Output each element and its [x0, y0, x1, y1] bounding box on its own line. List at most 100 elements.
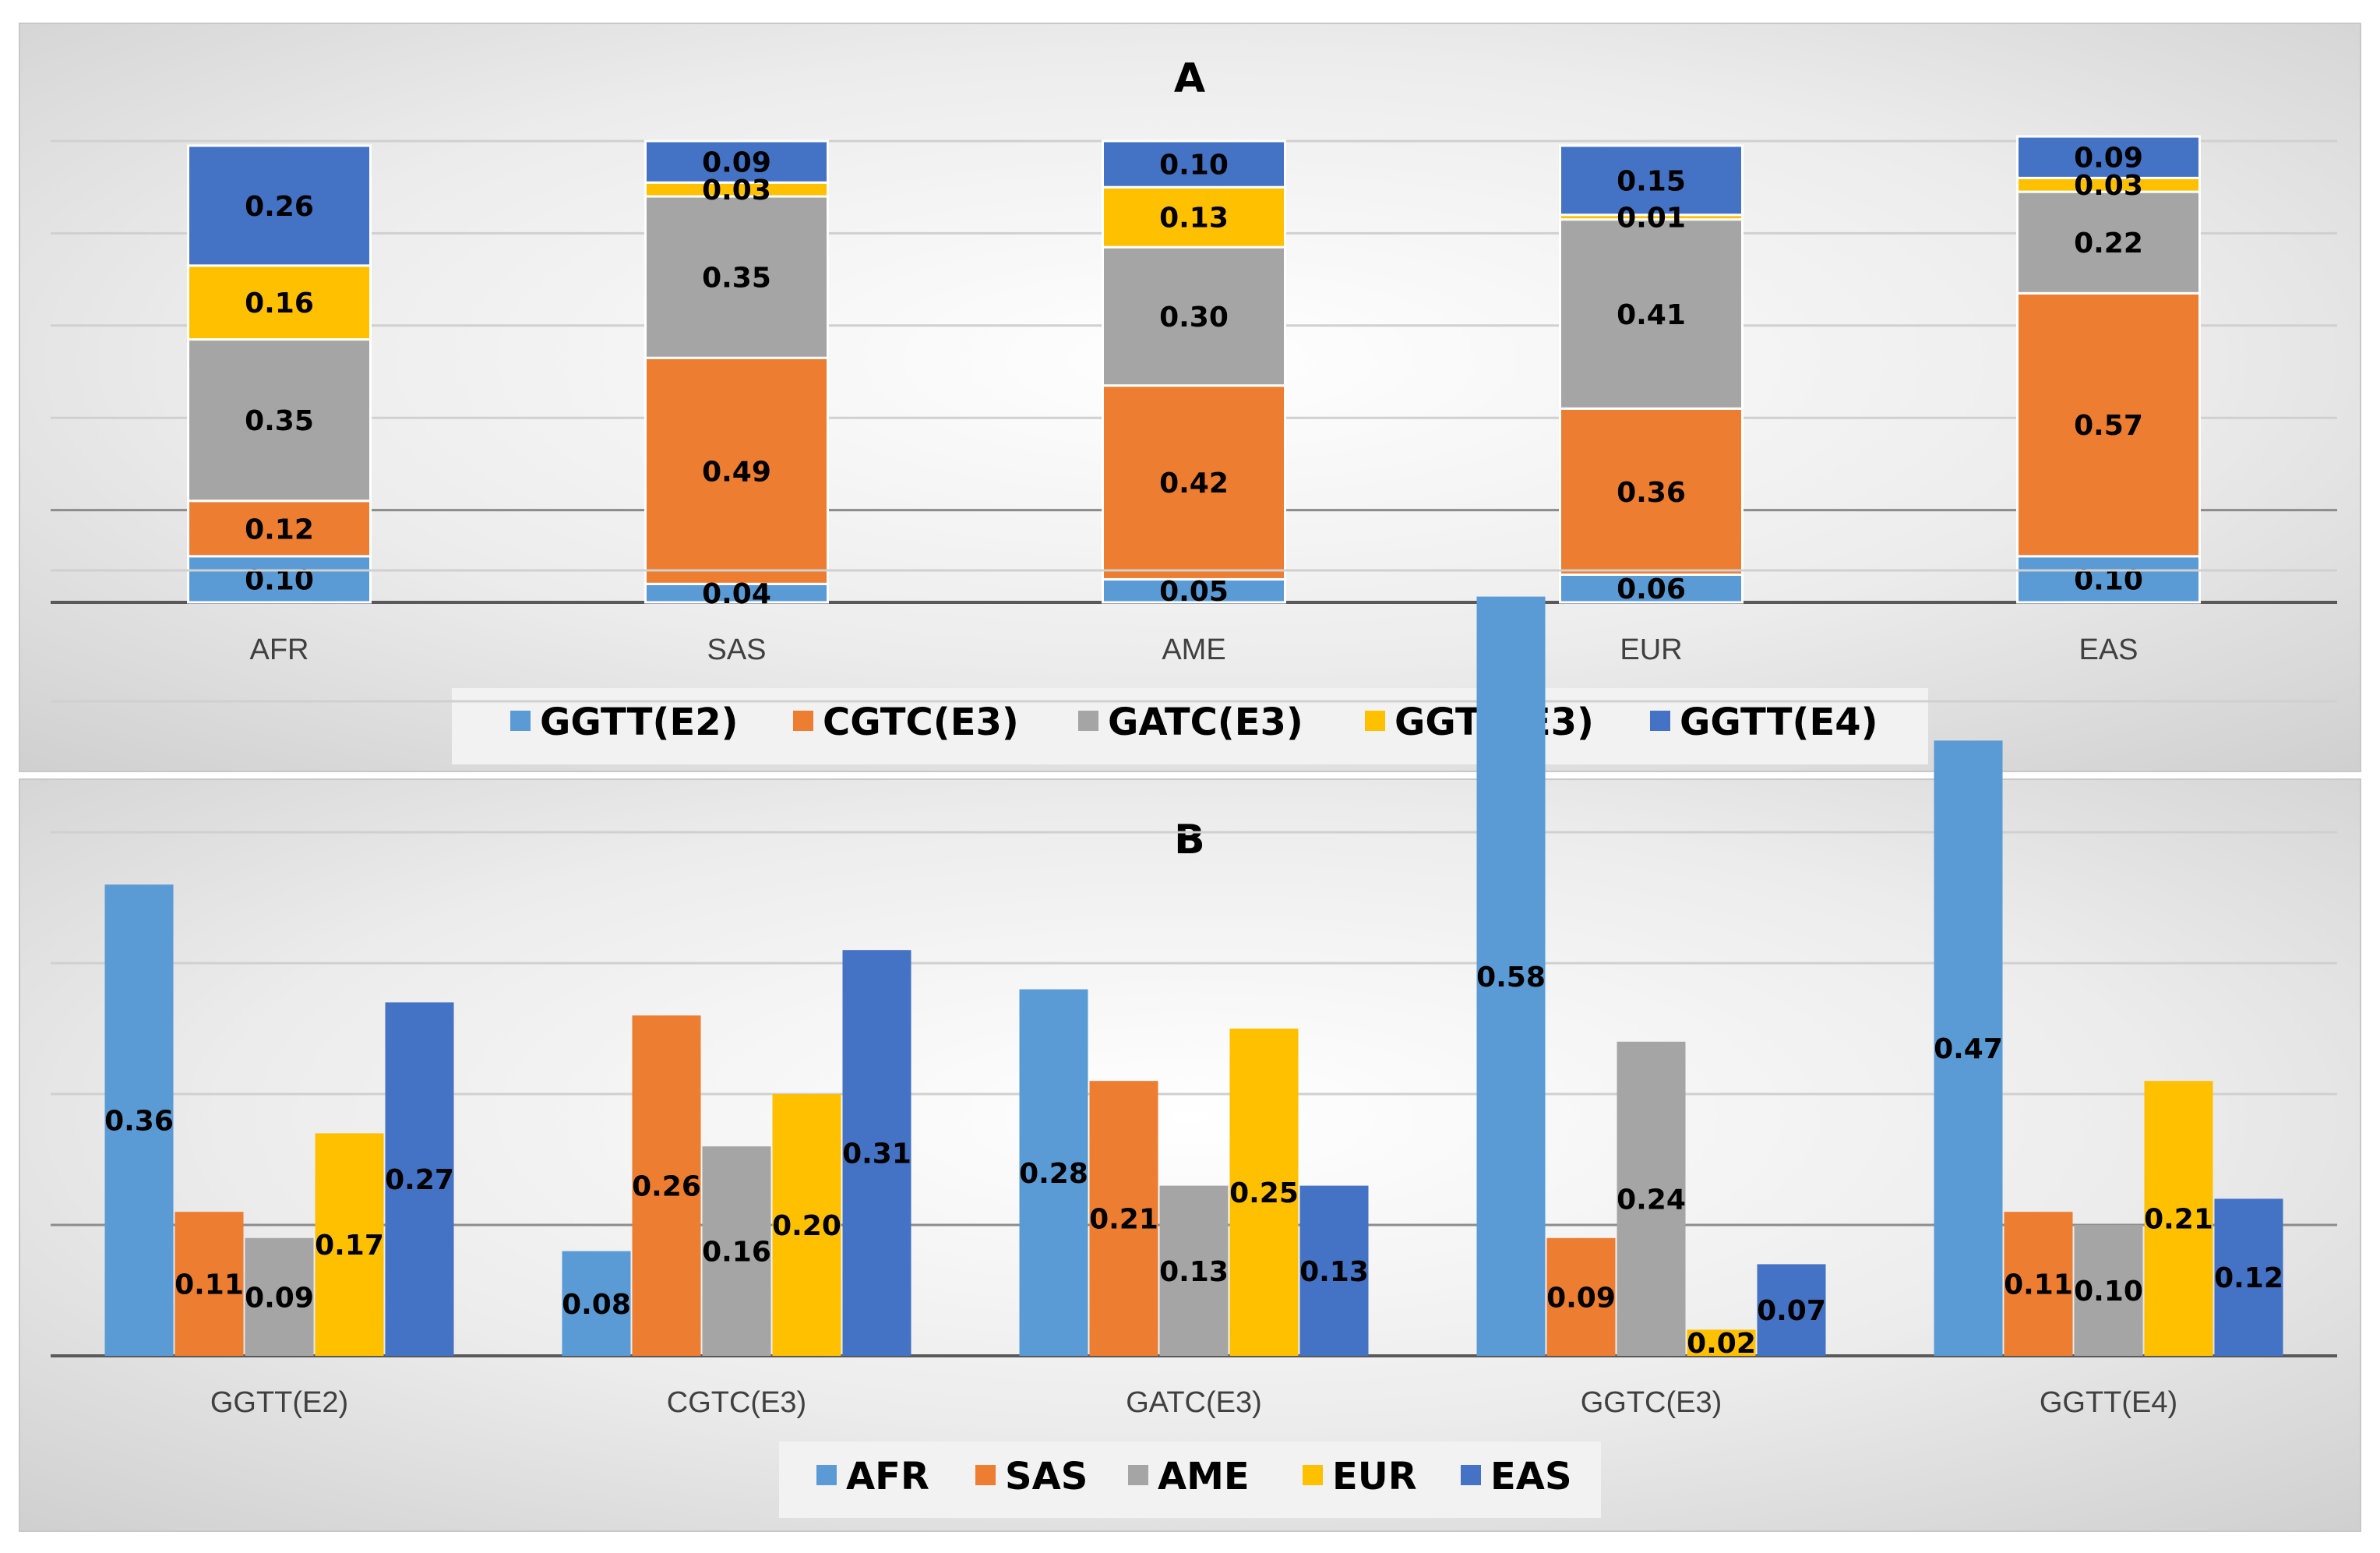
legend-swatch — [1365, 711, 1385, 731]
bar-eur-gatc-e3 — [1559, 218, 1744, 410]
legend-swatch — [1650, 711, 1670, 731]
legend-item-ggtt-e4: GGTT(E4) — [1650, 701, 1878, 744]
category-label-eas: EAS — [2079, 634, 2138, 666]
data-label-gatc-e3-sas: 0.21 — [1089, 1204, 1158, 1236]
bar-cgtc-e3-afr — [562, 1251, 631, 1356]
bar-cgtc-e3-sas — [632, 1015, 701, 1356]
bar-ggtc-e3-afr — [1476, 596, 1546, 1356]
panel-b-legend: AFR SAS AME EUR EAS — [779, 1442, 1601, 1518]
bar-sas-gatc-e3 — [644, 195, 829, 359]
bar-eas-gatc-e3 — [2016, 190, 2201, 295]
data-label-ame-cgtc-e3: 0.42 — [1159, 468, 1229, 499]
legend-swatch — [816, 1465, 837, 1485]
bar-ggtc-e3-eas — [1757, 1264, 1826, 1356]
data-label-ggtc-e3-eas: 0.07 — [1757, 1295, 1826, 1327]
legend-label: AFR — [846, 1455, 929, 1498]
legend-swatch — [793, 711, 813, 731]
data-label-eur-cgtc-e3: 0.36 — [1617, 477, 1686, 509]
bar-ame-ggtc-e3 — [1102, 185, 1286, 249]
data-label-ggtc-e3-eur: 0.02 — [1687, 1328, 1756, 1360]
bar-afr-gatc-e3 — [187, 338, 372, 503]
data-label-gatc-e3-eur: 0.25 — [1229, 1177, 1299, 1209]
category-label-gatc-e3: GATC(E3) — [1126, 1386, 1262, 1419]
bar-ggtt-e4-eas — [2214, 1198, 2283, 1356]
legend-item-ame: AME — [1128, 1455, 1250, 1498]
category-label-ggtc-e3: GGTC(E3) — [1581, 1386, 1722, 1419]
category-label-ggtt-e4: GGTT(E4) — [2040, 1386, 2177, 1419]
legend-item-eas: EAS — [1461, 1455, 1572, 1498]
data-label-afr-ggtt-e4: 0.26 — [245, 191, 314, 223]
data-label-ame-ggtc-e3: 0.13 — [1159, 203, 1229, 235]
legend-item-gatc-e3: GATC(E3) — [1078, 701, 1303, 744]
bar-cgtc-e3-eur — [772, 1094, 841, 1356]
panel-b-title: B — [1174, 817, 1205, 863]
bar-cgtc-e3-eas — [842, 950, 911, 1356]
category-label-ggtt-e2: GGTT(E2) — [210, 1386, 348, 1419]
bar-afr-ggtt-e2 — [187, 555, 372, 604]
bar-ggtt-e2-eas — [385, 1002, 454, 1356]
data-label-ggtt-e2-eas: 0.27 — [385, 1164, 454, 1196]
data-label-ggtc-e3-afr: 0.58 — [1476, 962, 1546, 994]
bar-ggtc-e3-ame — [1617, 1041, 1686, 1356]
data-label-cgtc-e3-afr: 0.08 — [562, 1289, 631, 1321]
legend-item-afr: AFR — [816, 1455, 929, 1498]
legend-item-ggtt-e2: GGTT(E2) — [510, 701, 739, 744]
data-label-eas-ggtc-e3: 0.03 — [2074, 170, 2143, 202]
data-label-gatc-e3-ame: 0.13 — [1159, 1256, 1229, 1288]
bar-gatc-e3-ame — [1159, 1185, 1229, 1356]
data-label-eur-ggtc-e3: 0.01 — [1617, 203, 1686, 235]
panel-a-bars: 0.100.120.350.160.260.040.490.350.030.09… — [187, 135, 2201, 610]
data-label-ggtt-e4-ame: 0.10 — [2074, 1276, 2143, 1308]
data-label-ggtt-e2-afr: 0.36 — [104, 1106, 174, 1138]
data-label-eur-ggtt-e2: 0.06 — [1617, 574, 1686, 605]
bar-afr-ggtt-e4 — [187, 144, 372, 267]
panel-b-bars: 0.360.11 0.090.170.270.080.260.160.200.31… — [104, 596, 2283, 1360]
data-label-ggtt-e4-eur: 0.21 — [2144, 1204, 2213, 1236]
data-label-gatc-e3-eas: 0.13 — [1299, 1256, 1369, 1288]
bar-ggtt-e4-ame — [2074, 1225, 2143, 1356]
bar-ggtt-e2-eur — [315, 1133, 384, 1356]
panel-b: B 0.360.11 0.090.170.270.080.260.160.200.… — [19, 569, 2361, 1532]
data-label-cgtc-e3-eas: 0.31 — [842, 1138, 911, 1170]
legend-item-sas: SAS — [975, 1455, 1088, 1498]
data-label-sas-ggtt-e4: 0.09 — [702, 147, 771, 179]
legend-swatch — [1461, 1465, 1481, 1485]
data-label-afr-cgtc-e3: 0.12 — [245, 514, 314, 545]
legend-swatch — [1303, 1465, 1323, 1485]
data-label-afr-ggtc-e3: 0.16 — [245, 288, 314, 319]
legend-label: SAS — [1005, 1455, 1088, 1498]
data-label-eas-cgtc-e3: 0.57 — [2074, 410, 2143, 442]
bar-ggtt-e4-sas — [2004, 1212, 2073, 1356]
bar-ame-ggtt-e4 — [1102, 139, 1286, 189]
legend-label: CGTC(E3) — [823, 701, 1019, 744]
data-label-cgtc-e3-ame: 0.16 — [702, 1237, 771, 1269]
bar-gatc-e3-afr — [1019, 989, 1088, 1356]
data-label-ame-ggtt-e2: 0.05 — [1159, 576, 1229, 608]
data-label-ame-ggtt-e4: 0.10 — [1159, 150, 1229, 182]
bar-afr-cgtc-e3 — [187, 499, 372, 558]
legend-label: GGTT(E2) — [540, 701, 739, 744]
data-label-ggtt-e2-sas: 0.11 — [175, 1269, 244, 1301]
legend-item-cgtc-e3: CGTC(E3) — [793, 701, 1019, 744]
bar-ggtt-e2-ame — [245, 1237, 314, 1356]
category-label-eur: EUR — [1620, 634, 1682, 666]
data-label-ame-gatc-e3: 0.30 — [1159, 302, 1229, 334]
data-label-sas-cgtc-e3: 0.49 — [702, 456, 771, 488]
data-label-sas-ggtc-e3: 0.03 — [702, 175, 771, 206]
category-label-afr: AFR — [250, 634, 309, 666]
data-label-ggtc-e3-ame: 0.24 — [1617, 1184, 1686, 1216]
data-label-cgtc-e3-eur: 0.20 — [772, 1210, 841, 1242]
bar-gatc-e3-sas — [1089, 1081, 1158, 1356]
bar-ame-ggtt-e2 — [1102, 577, 1286, 604]
bar-ggtt-e4-eur — [2144, 1081, 2213, 1356]
legend-swatch — [510, 711, 531, 731]
category-label-cgtc-e3: CGTC(E3) — [667, 1386, 806, 1419]
bar-sas-cgtc-e3 — [644, 356, 829, 585]
data-label-sas-ggtt-e2: 0.04 — [702, 578, 771, 610]
data-label-eas-gatc-e3: 0.22 — [2074, 228, 2143, 259]
bar-ame-cgtc-e3 — [1102, 384, 1286, 581]
legend-swatch — [1078, 711, 1098, 731]
legend-label: EAS — [1490, 1455, 1572, 1498]
panel-a: A 0.100.120.350.160.260.040.490.350.030.… — [19, 23, 2361, 772]
